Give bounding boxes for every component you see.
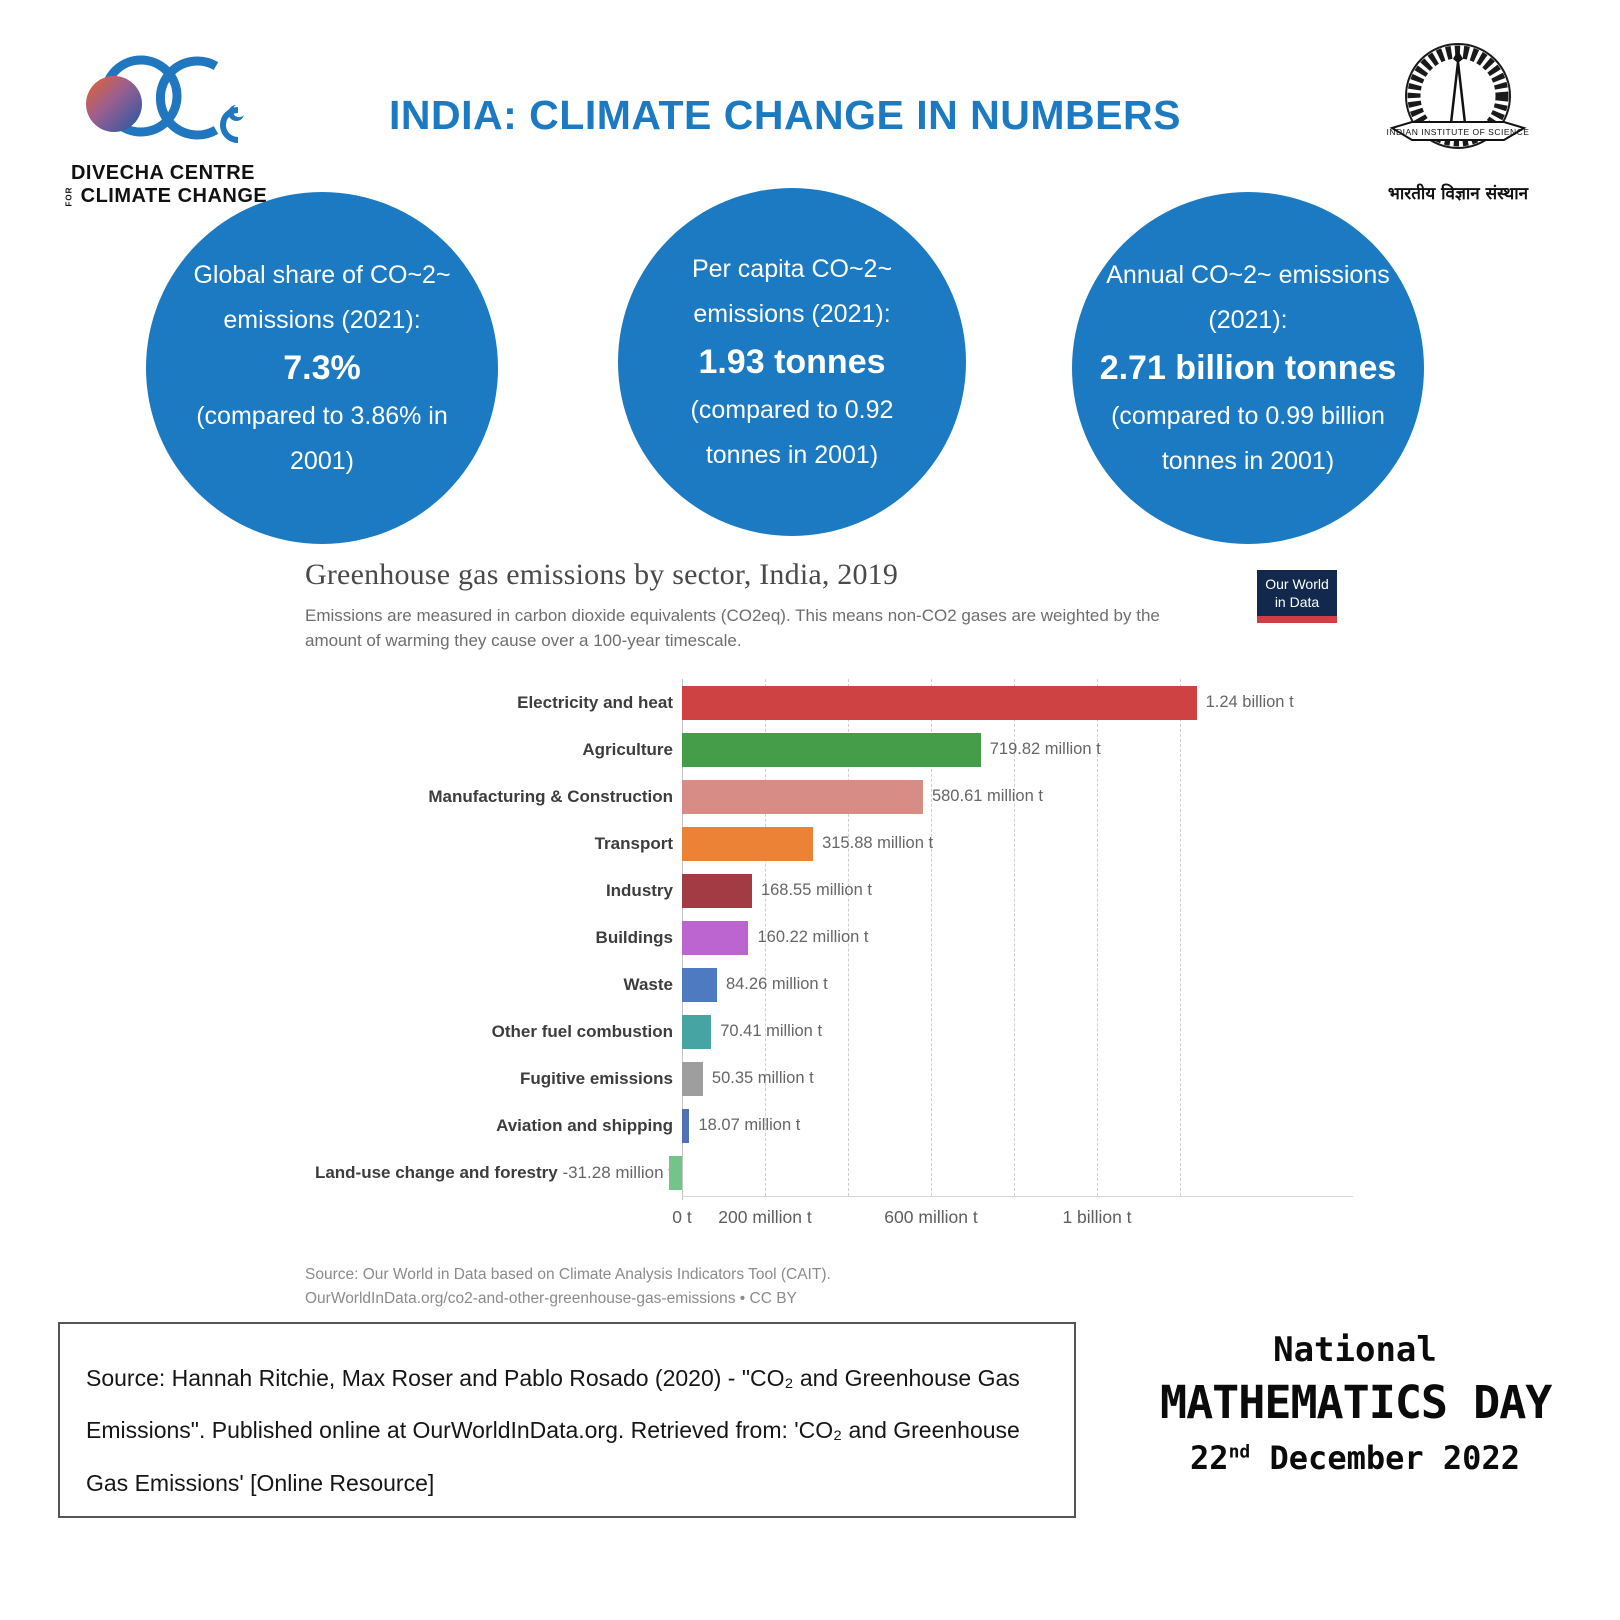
mathday-line1: National — [1273, 1330, 1437, 1370]
bar — [682, 873, 752, 908]
page-title: INDIA: CLIMATE CHANGE IN NUMBERS — [389, 92, 1181, 138]
owid-logo: Our World in Data — [1257, 570, 1337, 623]
stat-bottom: (compared to 3.86% in 2001) — [196, 401, 448, 475]
chart-row: Waste 84.26 million t — [305, 961, 1353, 1008]
value-label: 719.82 million t — [989, 740, 1101, 759]
bar — [682, 826, 814, 861]
chart-source-line2: OurWorldInData.org/co2-and-other-greenho… — [305, 1290, 797, 1308]
gridline — [931, 679, 932, 1197]
category-label: Industry — [605, 880, 673, 900]
bar — [682, 1014, 712, 1049]
category-label: Waste — [623, 974, 673, 994]
category-label: Fugitive emissions — [519, 1068, 673, 1088]
category-label: Transport — [594, 833, 673, 853]
chart-subtitle: Emissions are measured in carbon dioxide… — [305, 606, 1160, 650]
stat-value: 7.3% — [283, 348, 361, 387]
bar — [682, 967, 717, 1002]
emissions-chart: Our World in Data Greenhouse gas emissio… — [305, 558, 1353, 1311]
divecha-logo: DIVECHA CENTRE FOR CLIMATE CHANGE — [58, 48, 268, 208]
divecha-line2: CLIMATE CHANGE — [80, 185, 268, 207]
chart-row: Aviation and shipping 18.07 million t — [305, 1102, 1353, 1149]
value-label: -31.28 million t — [557, 1162, 673, 1182]
value-label: 84.26 million t — [725, 975, 828, 994]
stat-value: 1.93 tonnes — [698, 342, 886, 381]
value-label: 580.61 million t — [931, 787, 1043, 806]
chart-plot: Electricity and heat 1.24 billion t Agricu… — [305, 679, 1353, 1201]
divecha-line1: DIVECHA CENTRE — [70, 162, 256, 184]
owid-logo-line2: in Data — [1274, 593, 1320, 610]
owid-logo-line1: Our World — [1265, 576, 1329, 592]
iisc-hindi-text: भारतीय विज्ञान संस्थान — [1387, 184, 1529, 204]
chart-row: Land-use change and forestry -31.28 mill… — [305, 1149, 1353, 1196]
value-label: 315.88 million t — [822, 834, 934, 853]
stat-value: 2.71 billion tonnes — [1099, 348, 1397, 387]
category-label: Electricity and heat — [517, 692, 673, 712]
stat-bottom: (compared to 0.99 billion tonnes in 2001… — [1111, 401, 1385, 475]
value-label: 50.35 million t — [711, 1069, 814, 1088]
stat-top: Per capita CO~2~ emissions (2021): — [691, 254, 893, 328]
stat-bottom: (compared to 0.92 tonnes in 2001) — [690, 395, 894, 469]
chart-row: Fugitive emissions 50.35 million t — [305, 1055, 1353, 1102]
bar — [682, 920, 749, 955]
chart-title: Greenhouse gas emissions by sector, Indi… — [305, 558, 899, 591]
chart-row: Agriculture 719.82 million t — [305, 726, 1353, 773]
chart-source-line1: Source: Our World in Data based on Clima… — [305, 1266, 831, 1284]
chart-row: Manufacturing & Construction 580.61 milli… — [305, 773, 1353, 820]
category-label: Agriculture — [582, 739, 673, 759]
bar — [682, 732, 981, 767]
stat-top: Annual CO~2~ emissions (2021): — [1106, 260, 1390, 334]
iisc-emblem-icon: INDIAN INSTITUTE OF SCIENCE — [1387, 43, 1530, 149]
divecha-for: FOR — [64, 186, 74, 207]
bar — [682, 1108, 690, 1143]
value-label: 160.22 million t — [757, 928, 869, 947]
chart-row: Other fuel combustion 70.41 million t — [305, 1008, 1353, 1055]
category-label: Buildings — [595, 927, 673, 947]
gridline — [1180, 679, 1181, 1197]
mathday-date: 22nd December 2022 — [1190, 1439, 1520, 1477]
category-label: Manufacturing & Construction — [428, 786, 673, 806]
bar — [669, 1155, 682, 1190]
stat-circle-per-capita: Per capita CO~2~ emissions (2021): 1.93 … — [618, 188, 966, 536]
category-label: Other fuel combustion — [491, 1021, 673, 1041]
gridline — [765, 679, 766, 1197]
x-tick-label: 600 million t — [884, 1207, 978, 1228]
chart-row: Industry 168.55 million t — [305, 867, 1353, 914]
value-label: 70.41 million t — [720, 1022, 823, 1041]
bar — [682, 779, 923, 814]
bar — [682, 1061, 703, 1096]
x-tick-label: 1 billion t — [1062, 1207, 1132, 1228]
chart-row: Buildings 160.22 million t — [305, 914, 1353, 961]
chart-source: Source: Our World in Data based on Clima… — [305, 1263, 1353, 1311]
x-tick-label: 0 t — [672, 1207, 692, 1228]
citation-box: Source: Hannah Ritchie, Max Roser and Pa… — [58, 1322, 1076, 1518]
category-label: Land-use change and forestry -31.28 mill… — [314, 1162, 673, 1182]
stat-top: Global share of CO~2~ emissions (2021): — [193, 260, 451, 334]
divecha-centre-icon — [86, 55, 244, 143]
mathematics-day-block: National MATHEMATICS DAY 22nd December 2… — [1160, 1330, 1552, 1477]
x-tick-label: 200 million t — [718, 1207, 812, 1228]
chart-row: Electricity and heat 1.24 billion t — [305, 679, 1353, 726]
stat-circle-annual-emissions: Annual CO~2~ emissions (2021): 2.71 bill… — [1072, 192, 1424, 544]
bar — [682, 685, 1197, 720]
chart-x-axis: 0 t 200 million t 600 million t 1 billion t — [672, 1196, 1353, 1237]
stat-circle-global-share: Global share of CO~2~ emissions (2021): … — [146, 192, 498, 544]
iisc-logo: INDIAN INSTITUTE OF SCIENCE भारतीय विज्ञ… — [1358, 36, 1558, 204]
gridline — [1014, 679, 1015, 1197]
mathday-line2: MATHEMATICS DAY — [1160, 1376, 1552, 1429]
svg-text:INDIAN INSTITUTE OF SCIENCE: INDIAN INSTITUTE OF SCIENCE — [1387, 127, 1530, 137]
citation-text: Source: Hannah Ritchie, Max Roser and Pa… — [86, 1365, 1020, 1496]
value-label: 1.24 billion t — [1205, 693, 1294, 712]
gridline — [1097, 679, 1098, 1197]
value-label: 168.55 million t — [760, 881, 872, 900]
category-label: Aviation and shipping — [496, 1115, 673, 1135]
value-label: 18.07 million t — [698, 1116, 801, 1135]
gridline — [848, 679, 849, 1197]
chart-row: Transport 315.88 million t — [305, 820, 1353, 867]
